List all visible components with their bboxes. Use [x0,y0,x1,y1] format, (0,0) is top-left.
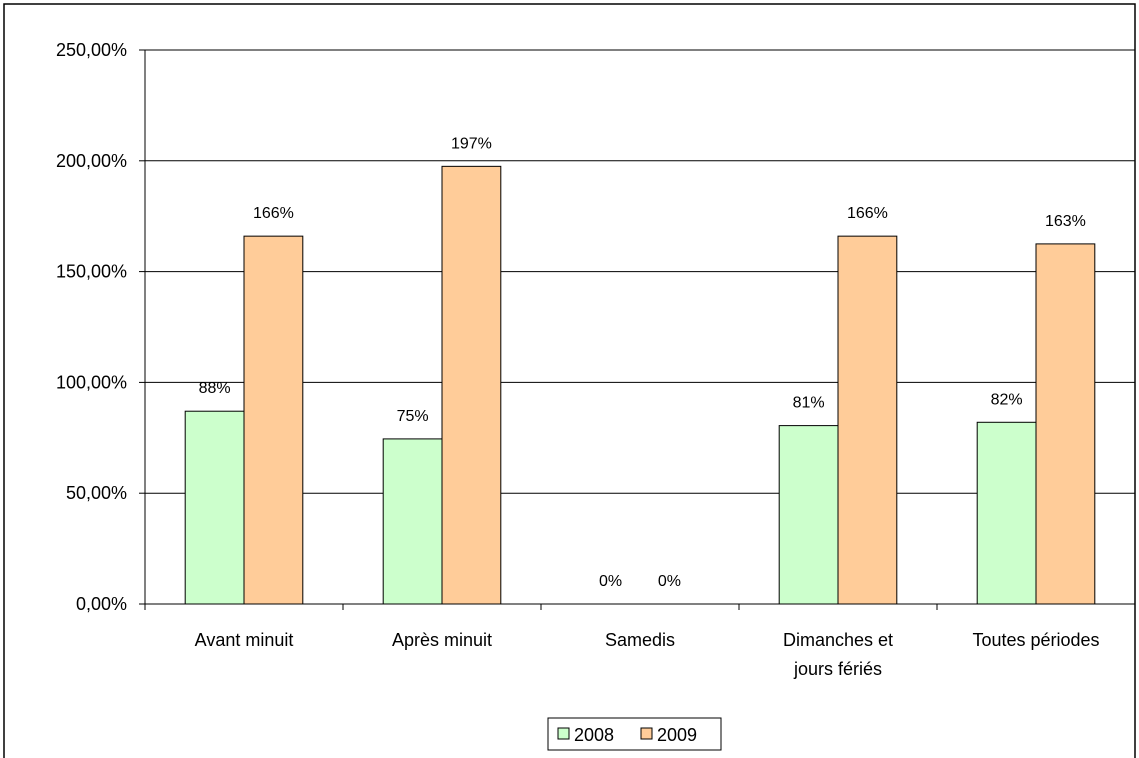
y-tick-label: 150,00% [56,262,127,282]
bar-2009 [837,235,898,605]
bar-2008 [778,425,839,605]
data-label: 163% [1045,213,1086,230]
x-category-label: Dimanches et [783,630,893,650]
chart-border [3,3,1136,758]
data-label: 166% [847,205,888,222]
x-category-label: Samedis [605,630,675,650]
bars [184,165,1096,605]
x-axis-categories: Avant minuit Après minuit Samedis Dimanches… [195,630,1100,679]
x-category-label: jours fériés [793,659,882,679]
y-tick-label: 100,00% [56,372,127,392]
gridlines [145,49,1135,494]
legend-swatch-2008 [557,727,570,740]
data-label: 88% [199,380,231,397]
legend-swatch-2009 [640,727,653,740]
data-labels: 88% 166% 75% 197% 0% 0% 81% 166% 82% 163% [199,135,1086,590]
data-label: 0% [599,573,622,590]
data-label: 81% [793,395,825,412]
y-tick-label: 200,00% [56,151,127,171]
x-category-label: Toutes périodes [972,630,1099,650]
data-label: 166% [253,205,294,222]
bar-2009 [1035,243,1096,605]
data-label: 82% [991,391,1023,408]
legend-label-2008: 2008 [574,725,614,745]
legend-box [547,717,722,751]
y-axis-ticks: 0,00% 50,00% 100,00% 150,00% 200,00% 250,00% [56,40,145,614]
bar-2008 [976,421,1037,605]
data-label: 0% [658,573,681,590]
bar-2008 [382,438,443,605]
legend: 2008 2009 [547,717,722,751]
y-tick-label: 250,00% [56,40,127,60]
y-tick-label: 50,00% [66,483,127,503]
bar-2008 [184,410,245,605]
bar-2009 [441,165,502,605]
axes [144,50,1136,610]
y-tick-label: 0,00% [76,594,127,614]
data-label: 197% [451,135,492,152]
bar-2009 [243,235,304,605]
x-category-label: Après minuit [392,630,492,650]
x-category-label: Avant minuit [195,630,294,650]
legend-label-2009: 2009 [657,725,697,745]
data-label: 75% [397,408,429,425]
